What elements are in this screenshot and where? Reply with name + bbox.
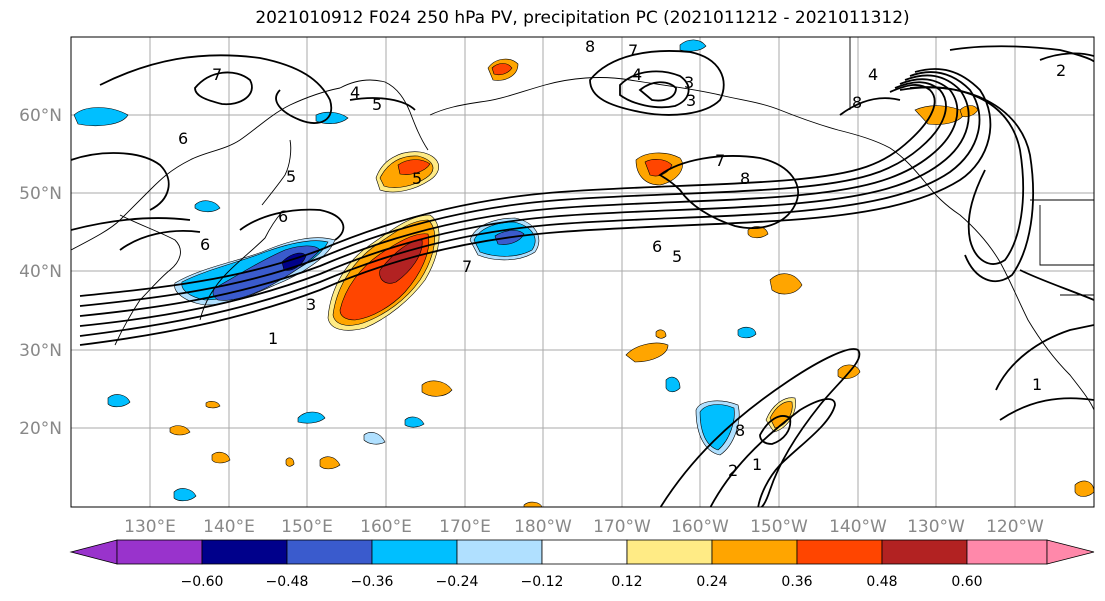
contour-label: 2 [728,461,738,480]
colorbar-tick-label: 0.12 [611,574,642,590]
colorbar-segment [456,539,543,565]
lon-label: 170°E [439,517,491,537]
contour-label: 7 [715,151,725,170]
map-title: 2021010912 F024 250 hPa PV, precipitatio… [255,8,910,28]
pv-contours [71,45,1094,507]
contour-label: 3 [684,73,694,92]
colorbar-segment [371,539,458,565]
contour-label: 6 [178,129,188,148]
colorbar-segment [711,539,798,565]
contour-label: 5 [412,169,422,188]
colorbar-tick-label: −0.24 [436,574,479,590]
contour-label: 2 [1056,61,1066,80]
lon-labels: 130°E 140°E 150°E 160°E 170°E 180°W 170°… [124,517,1044,537]
lat-label: 30°N [19,341,62,361]
colorbar-segment [626,539,713,565]
contour-label: 5 [372,95,382,114]
colorbar-tick-label: −0.48 [266,574,309,590]
lat-labels: 60°N 50°N 40°N 30°N 20°N [19,106,62,439]
contour-label: 7 [212,65,222,84]
lat-label: 40°N [19,262,62,282]
lat-label: 20°N [19,419,62,439]
contour-label: 8 [585,37,595,56]
contour-label: 8 [735,421,745,440]
lon-label: 130°W [907,517,965,537]
colorbar-tick-label: 0.24 [696,574,727,590]
contour-label: 8 [852,93,862,112]
lon-label: 140°E [203,517,255,537]
contour-label: 4 [868,65,878,84]
colorbar-extend-min [69,539,118,565]
lon-label: 170°W [593,517,651,537]
colorbar-segment [286,539,373,565]
precip-shading [73,39,1094,507]
colorbar-segment [796,539,883,565]
contour-label: 6 [652,237,662,256]
colorbar-ticks: −0.60 −0.48 −0.36 −0.24 −0.12 0.12 0.24 … [181,574,983,590]
contour-label: 4 [632,65,642,84]
lon-label: 180°W [514,517,572,537]
contour-label: 7 [628,41,638,60]
lon-label: 140°W [829,517,887,537]
colorbar-segment [541,539,628,565]
contour-labels: 7 8 7 4 3 3 5 4 6 5 6 6 5 7 8 6 5 7 3 1 … [178,37,1066,480]
contour-label: 5 [286,167,296,186]
colorbar [69,539,1095,565]
lat-label: 50°N [19,184,62,204]
contour-label: 3 [306,295,316,314]
contour-label: 8 [740,169,750,188]
lat-label: 60°N [19,106,62,126]
lon-label: 120°W [986,517,1044,537]
contour-label: 1 [268,329,278,348]
lon-label: 150°W [750,517,808,537]
colorbar-tick-label: −0.12 [521,574,564,590]
contour-label: 1 [1032,375,1042,394]
map-border [70,36,1095,508]
lon-label: 160°E [360,517,412,537]
contour-label: 1 [752,455,762,474]
contour-label: 3 [686,91,696,110]
colorbar-tick-label: 0.60 [951,574,982,590]
colorbar-tick-label: −0.36 [351,574,394,590]
contour-label: 6 [278,207,288,226]
colorbar-tick-label: 0.48 [866,574,897,590]
lon-label: 160°W [671,517,729,537]
lon-label: 150°E [281,517,333,537]
colorbar-tick-label: −0.60 [181,574,224,590]
lon-label: 130°E [124,517,176,537]
colorbar-segment [201,539,288,565]
colorbar-tick-label: 0.36 [781,574,812,590]
contour-label: 4 [350,83,360,102]
contour-label: 5 [672,247,682,266]
colorbar-segment [116,539,203,565]
colorbar-segment [881,539,968,565]
contour-label: 7 [462,257,472,276]
colorbar-segment [966,539,1048,565]
contour-label: 6 [200,235,210,254]
colorbar-extend-max [1046,539,1095,565]
